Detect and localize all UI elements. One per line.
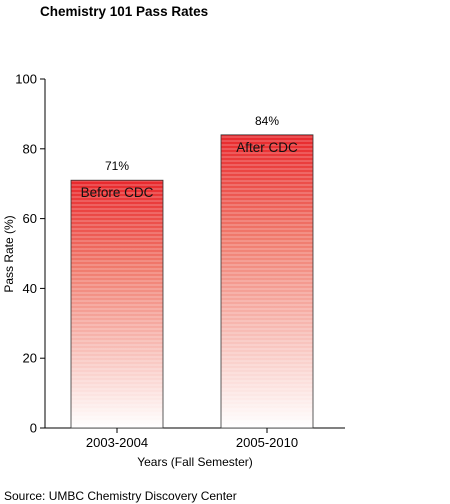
bar-texture — [221, 135, 313, 428]
y-tick-label: 100 — [15, 72, 37, 87]
x-tick-label: 2005-2010 — [236, 435, 298, 450]
y-tick-label: 20 — [23, 351, 37, 366]
y-tick-label: 40 — [23, 281, 37, 296]
x-axis-label: Years (Fall Semester) — [137, 455, 253, 469]
bar-value-label: 71% — [105, 159, 129, 173]
chart-title: Chemistry 101 Pass Rates — [40, 4, 208, 19]
y-tick-label: 0 — [30, 421, 37, 436]
bars: 71% Before CDC 2003-2004 84% After CDC 2005-2… — [70, 114, 314, 450]
y-axis-label: Pass Rate (%) — [2, 215, 16, 292]
y-tick-label: 80 — [23, 141, 37, 156]
bar-inner-label: After CDC — [236, 140, 298, 155]
y-ticks: 0 20 40 60 80 100 — [15, 72, 45, 436]
bar-inner-label: Before CDC — [81, 185, 154, 200]
bar-value-label: 84% — [255, 114, 279, 128]
bar-texture — [71, 180, 163, 428]
y-tick-label: 60 — [23, 211, 37, 226]
source-note: Source: UMBC Chemistry Discovery Center — [4, 489, 237, 503]
x-tick-label: 2003-2004 — [86, 435, 148, 450]
